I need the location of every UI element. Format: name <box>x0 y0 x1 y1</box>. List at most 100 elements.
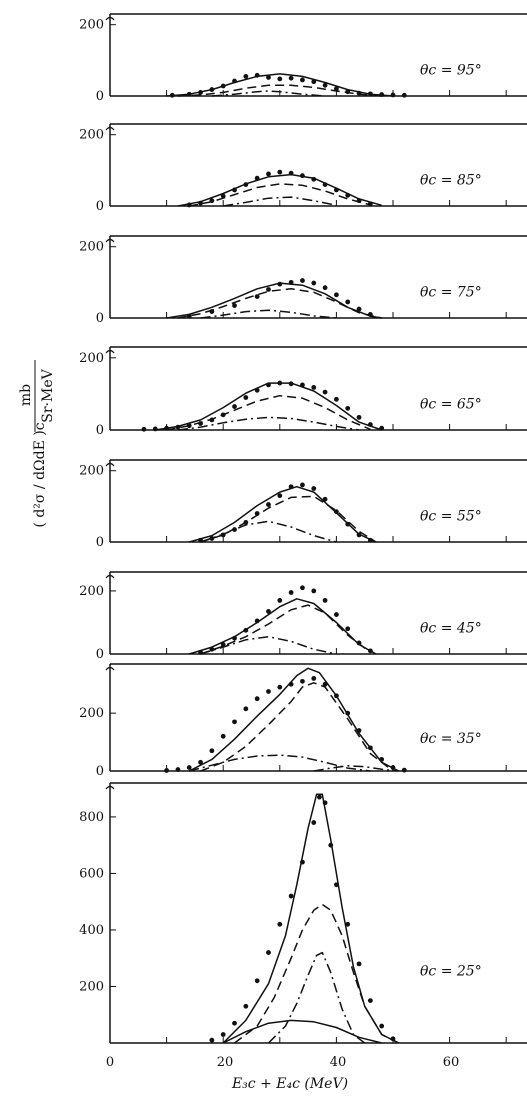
data-point <box>300 173 305 179</box>
data-point <box>322 496 328 502</box>
data-point <box>254 978 260 984</box>
x-axis: 0 20 40 60 E₃c + E₄c (MeV) <box>106 1055 459 1092</box>
data-point <box>288 170 294 176</box>
data-point <box>277 921 283 927</box>
y-tick-label: 0 <box>96 764 104 779</box>
data-point <box>209 1037 215 1043</box>
data-point <box>322 800 328 806</box>
data-point <box>277 684 283 690</box>
curve-dashdot <box>267 951 366 1044</box>
data-point <box>345 626 351 632</box>
data-point <box>345 921 351 927</box>
data-point <box>266 382 271 388</box>
axis-break-mark <box>105 785 115 790</box>
data-point <box>390 1036 396 1042</box>
data-point <box>198 759 203 765</box>
data-point <box>322 597 328 603</box>
axis-break-mark <box>105 238 115 243</box>
data-point <box>288 681 294 687</box>
data-point <box>345 710 351 716</box>
data-point <box>277 169 283 175</box>
curve-dashdot <box>313 765 399 772</box>
panel-75: 0 200 θc = 75° <box>79 235 527 326</box>
axis-break-mark <box>105 349 115 354</box>
y-axis-unit-denominator: Sr·MeV <box>40 368 56 422</box>
data-point <box>266 609 271 614</box>
data-point <box>169 92 175 98</box>
angle-label: θc = 25° <box>420 963 482 979</box>
data-point <box>288 279 294 285</box>
y-tick-label: 200 <box>79 584 104 599</box>
data-point <box>300 482 305 488</box>
angle-label: θc = 85° <box>420 173 482 189</box>
data-point <box>288 484 294 490</box>
data-point <box>367 537 373 543</box>
data-point <box>379 92 385 97</box>
angle-label: θc = 75° <box>420 285 482 301</box>
data-point <box>266 502 271 507</box>
data-point <box>311 79 317 85</box>
data-point <box>220 1032 226 1037</box>
axis-break-mark <box>105 126 115 131</box>
data-point <box>243 395 249 400</box>
data-point <box>356 961 362 967</box>
y-tick-label: 200 <box>79 979 104 994</box>
data-point <box>164 768 170 773</box>
data-point <box>186 202 192 208</box>
curve-dash <box>200 682 394 772</box>
data-point <box>367 745 373 751</box>
data-point <box>220 642 226 647</box>
data-point <box>254 696 260 702</box>
data-point <box>209 198 215 204</box>
curve-solid <box>188 667 400 772</box>
y-tick-label: 200 <box>79 706 104 721</box>
y-tick-label: 200 <box>79 128 104 143</box>
data-point <box>345 89 351 95</box>
data-point <box>345 521 351 527</box>
y-tick-label: 200 <box>79 351 104 366</box>
data-point <box>356 532 362 538</box>
panel-95: 0 200 θc = 95° <box>79 13 527 104</box>
data-point <box>379 1023 385 1029</box>
y-tick-label: 0 <box>96 423 104 438</box>
data-point <box>311 588 317 594</box>
y-axis-title: ( d²σ / dΩdE )c mb Sr·MeV <box>18 360 56 528</box>
data-point <box>367 201 373 207</box>
data-point <box>322 389 328 395</box>
axis-break-mark <box>105 574 115 579</box>
data-point <box>254 175 260 181</box>
data-point <box>390 765 396 770</box>
x-axis-title: E₃c + E₄c (MeV) <box>231 1076 348 1092</box>
data-point <box>209 646 215 652</box>
data-point <box>367 422 373 427</box>
panels-group: 0 200 θc = 95° 0 200 θc = 85° 0 200 θc = 75° 0 200… <box>79 13 527 1044</box>
data-point <box>334 509 339 515</box>
data-point <box>186 765 192 770</box>
data-point <box>141 426 147 432</box>
data-point <box>186 423 192 429</box>
y-tick-label: 0 <box>96 647 104 662</box>
data-point <box>232 635 237 641</box>
data-point <box>311 385 317 390</box>
panel-55: 0 200 θc = 55° <box>79 459 527 550</box>
data-point <box>232 78 237 84</box>
data-point <box>288 75 294 81</box>
angle-label: θc = 45° <box>420 621 482 637</box>
data-point <box>356 728 362 733</box>
data-point <box>254 387 260 393</box>
data-point <box>254 618 260 624</box>
data-point <box>311 280 317 286</box>
data-point <box>243 73 249 79</box>
data-point <box>198 421 203 426</box>
data-point <box>300 678 305 684</box>
data-point <box>311 820 317 825</box>
data-point <box>322 82 328 88</box>
panel-35: 0 200 θc = 35° <box>79 663 527 779</box>
data-point <box>334 882 339 888</box>
data-point <box>164 425 170 431</box>
data-point <box>232 1020 237 1026</box>
angle-label: θc = 65° <box>420 396 482 412</box>
y-tick-label: 200 <box>79 240 104 255</box>
data-point <box>322 285 328 291</box>
data-point <box>186 313 192 319</box>
